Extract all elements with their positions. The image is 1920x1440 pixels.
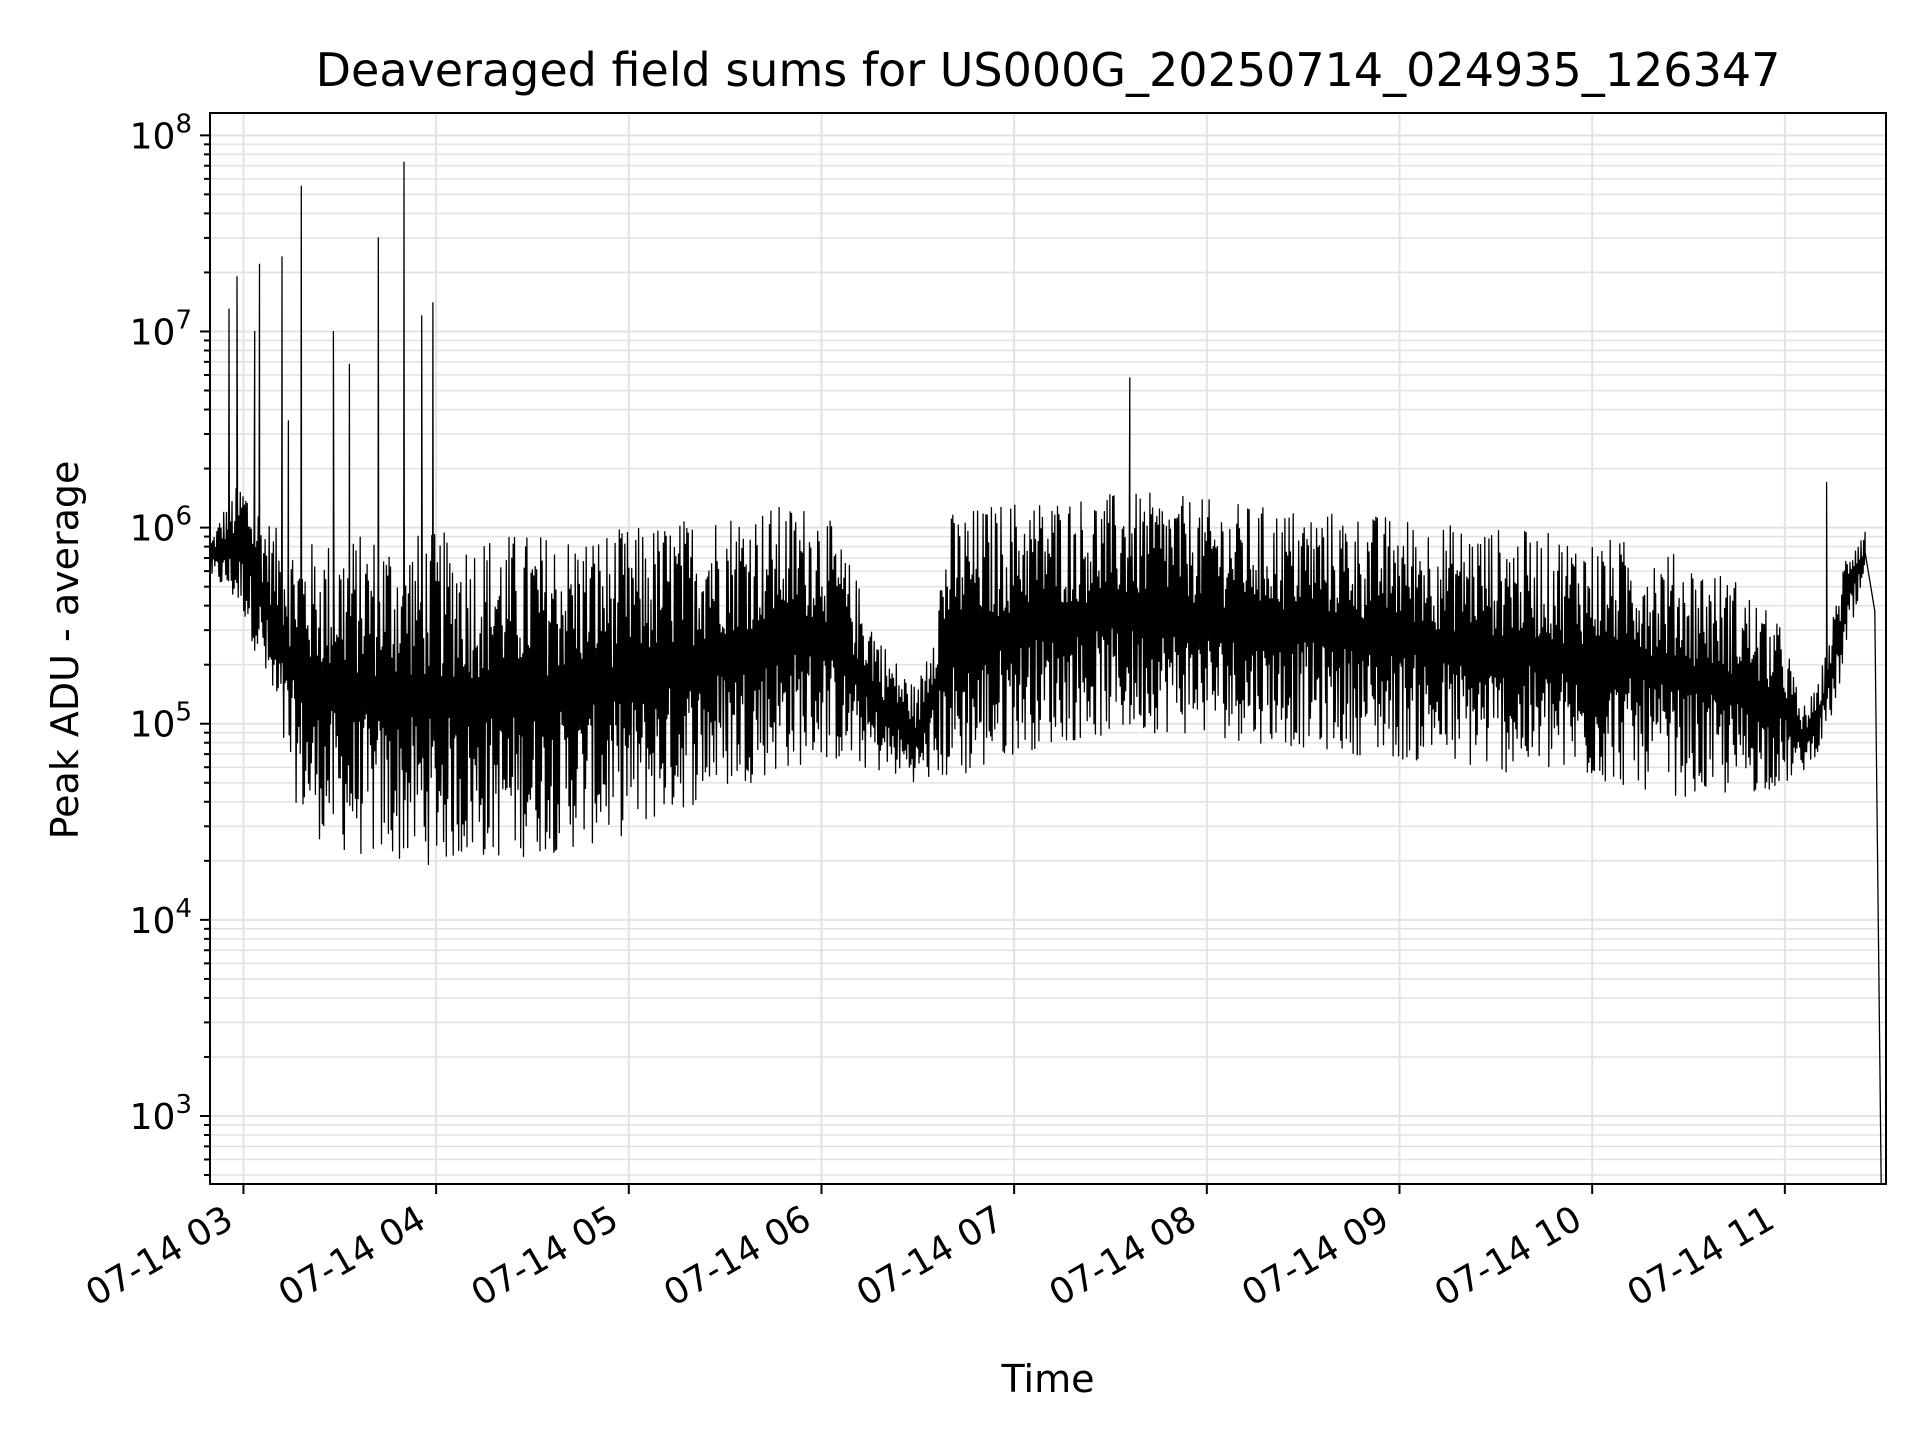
x-tick-label: 07-14 11 xyxy=(1621,1198,1782,1314)
x-axis: 07-14 03 07-14 04 07-14 05 07-14 06 07-14 07… xyxy=(79,1184,1786,1315)
chart-title: Deaveraged field sums for US000G_2025071… xyxy=(316,43,1781,97)
y-tick-label: 106 xyxy=(130,502,192,550)
y-tick-label: 105 xyxy=(130,698,192,746)
x-tick-label: 07-14 04 xyxy=(272,1198,433,1314)
x-tick-label: 07-14 03 xyxy=(79,1198,240,1314)
x-tick-label: 07-14 06 xyxy=(657,1198,818,1314)
y-tick-label: 108 xyxy=(130,109,192,157)
y-axis-label: Peak ADU - average xyxy=(43,461,87,840)
x-tick-label: 07-14 07 xyxy=(850,1198,1011,1314)
grid xyxy=(210,113,1886,1184)
series-line xyxy=(210,161,1882,1185)
x-tick-label: 07-14 10 xyxy=(1428,1198,1589,1314)
y-tick-label: 103 xyxy=(130,1090,192,1138)
x-tick-label: 07-14 09 xyxy=(1235,1198,1396,1314)
y-tick-label: 104 xyxy=(130,894,192,942)
x-tick-label: 07-14 08 xyxy=(1043,1198,1204,1314)
x-tick-label: 07-14 05 xyxy=(465,1198,626,1314)
plot-area xyxy=(210,161,1882,1185)
y-axis: 103 104 105 106 107 108 xyxy=(130,109,210,1177)
axes-frame xyxy=(209,112,1887,1185)
x-axis-label: Time xyxy=(1001,1357,1095,1401)
y-tick-label: 107 xyxy=(130,305,192,353)
